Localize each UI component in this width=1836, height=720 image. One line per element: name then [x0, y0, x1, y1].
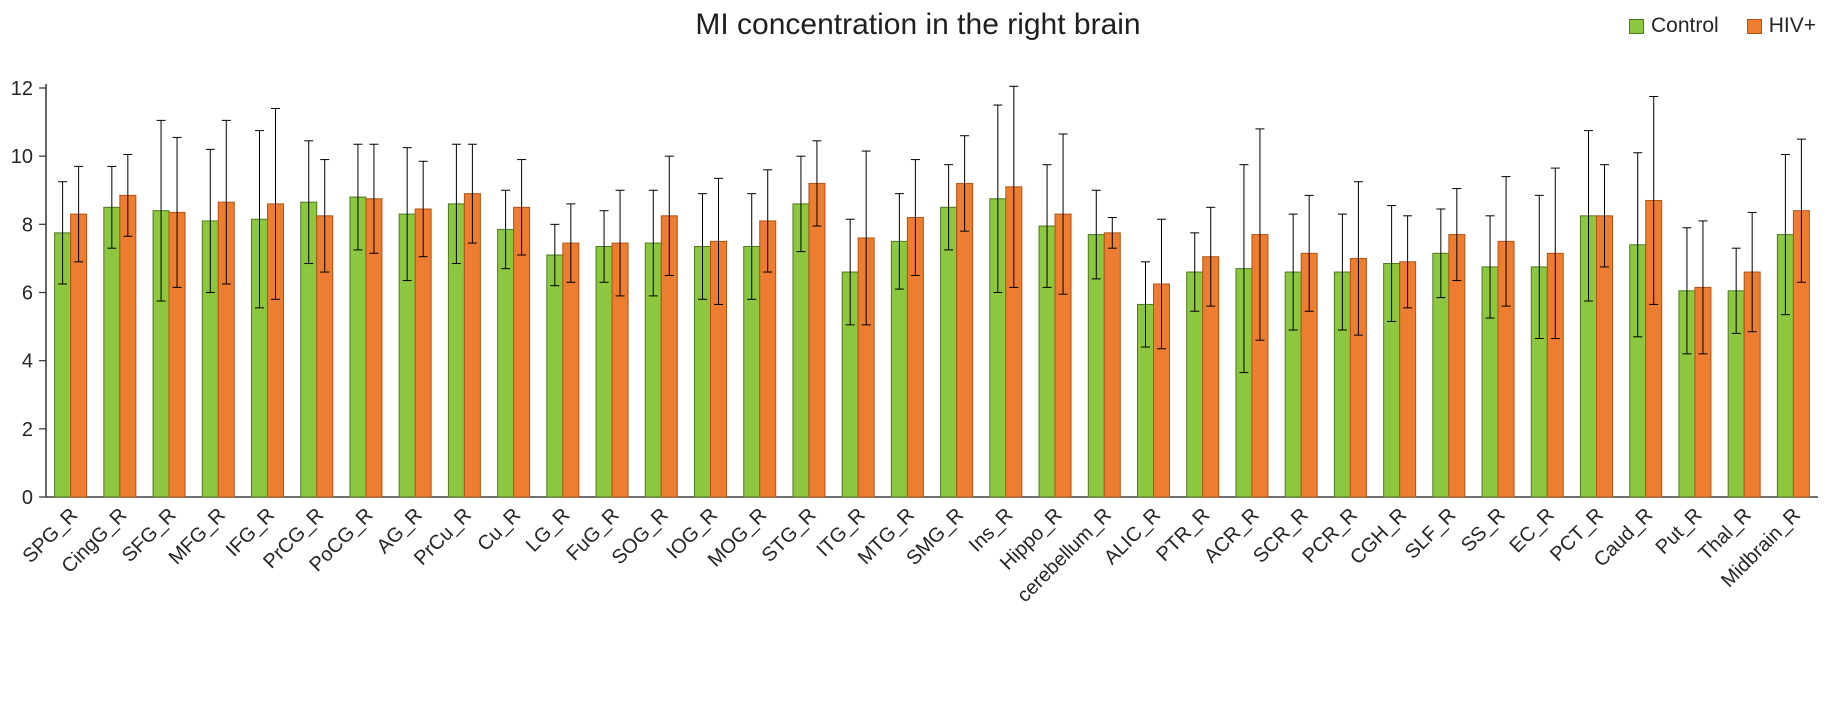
x-tick-label: Cu_R: [473, 504, 525, 556]
x-tick-label: SLF_R: [1401, 504, 1461, 564]
bar-control: [497, 228, 515, 498]
y-tick-label: 4: [22, 351, 33, 373]
legend-label-control: Control: [1651, 14, 1719, 37]
y-tick-label: 12: [11, 78, 33, 100]
legend-swatch-hiv: [1746, 18, 1762, 34]
x-tick-label: SS_R: [1457, 504, 1510, 557]
bar-control: [546, 254, 564, 498]
bar-hiv: [119, 194, 137, 498]
bar-control: [940, 206, 958, 498]
y-tick-label: 10: [11, 146, 33, 168]
y-tick-label: 8: [22, 214, 33, 236]
legend-item-control: Control: [1629, 14, 1719, 38]
legend: Control HIV+: [1629, 14, 1816, 38]
bar-control: [595, 245, 613, 498]
legend-label-hiv: HIV+: [1768, 14, 1816, 37]
legend-swatch-control: [1629, 18, 1645, 34]
bar-control: [103, 206, 121, 498]
bar-hiv: [808, 182, 826, 498]
y-tick-label: 2: [22, 419, 33, 441]
y-tick-label: 6: [22, 283, 33, 305]
x-tick-label: STG_R: [758, 504, 821, 567]
chart-title: MI concentration in the right brain: [695, 8, 1141, 41]
y-tick-label: 0: [22, 487, 33, 509]
legend-item-hiv: HIV+: [1746, 14, 1816, 38]
bar-hiv: [1103, 232, 1121, 498]
